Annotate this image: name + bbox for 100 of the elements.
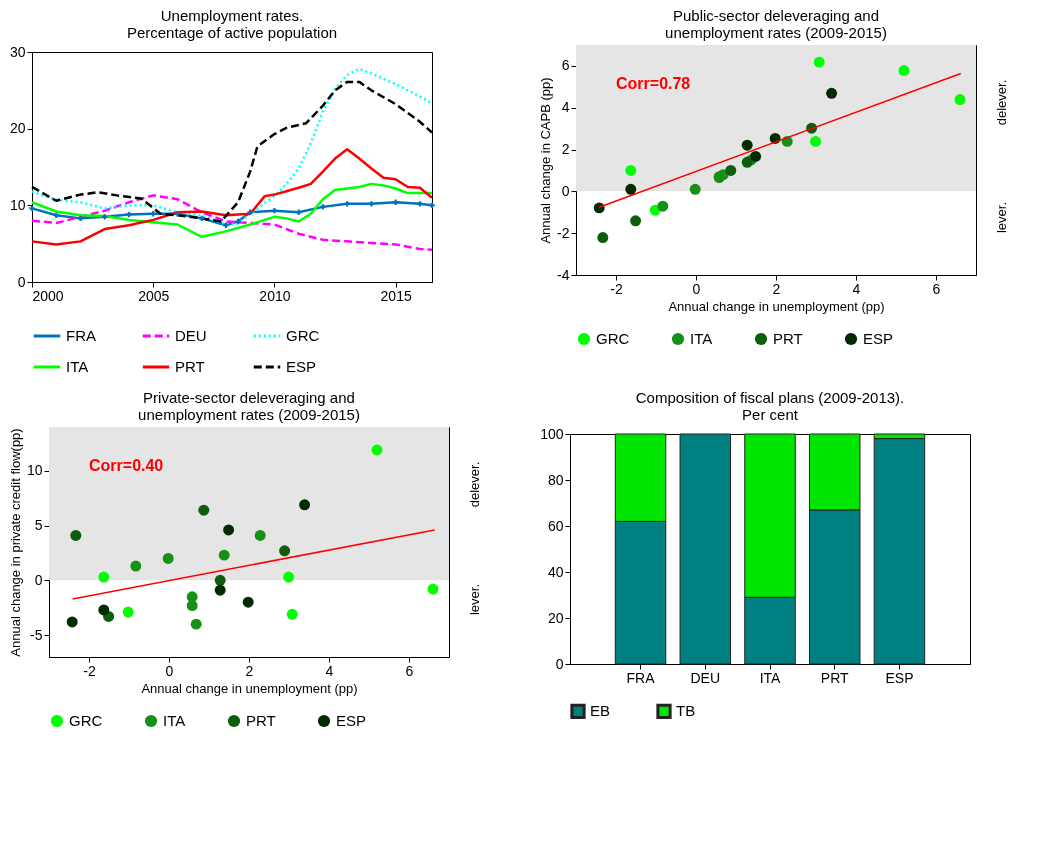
- text: delever.: [467, 461, 482, 508]
- point: [371, 444, 383, 456]
- y-tick-label: 20: [547, 609, 564, 626]
- annotation: Corr=0.40: [89, 457, 164, 475]
- legend-label: PRT: [773, 330, 803, 347]
- chart-subtitle: Percentage of active population: [126, 24, 338, 41]
- legend-label: GRC: [286, 327, 320, 344]
- y-tick-label: 40: [547, 563, 564, 580]
- line-series: [30, 194, 434, 252]
- point: [630, 215, 642, 227]
- point: [657, 200, 669, 212]
- legend-label: ESP: [863, 330, 894, 347]
- point: [130, 560, 142, 572]
- x-tick-label: FRA: [626, 669, 656, 686]
- point: [122, 606, 134, 618]
- point: [162, 552, 174, 564]
- point: [242, 596, 254, 608]
- point: [283, 571, 295, 583]
- chart-title: Composition of fiscal plans (2009-2013).: [635, 389, 905, 406]
- point: [98, 571, 110, 583]
- legend-label: ITA: [690, 330, 713, 347]
- point: [625, 164, 637, 176]
- legend-label: ESP: [336, 712, 367, 729]
- x-tick-label: 4: [852, 280, 861, 297]
- point: [427, 583, 439, 595]
- legend-label: DEU: [175, 327, 207, 344]
- legend-label: GRC: [596, 330, 630, 347]
- line-series: [30, 148, 434, 246]
- legend-label: PRT: [175, 358, 205, 375]
- point: [218, 549, 230, 561]
- x-tick-label: 2010: [259, 287, 291, 304]
- x-tick-label: PRT: [820, 669, 850, 686]
- point: [826, 87, 838, 99]
- point: [190, 618, 202, 630]
- legend-label: FRA: [66, 327, 96, 344]
- x-axis-title: Annual change in unemployment (pp): [141, 680, 358, 696]
- point: [625, 183, 637, 195]
- x-tick-label: 2: [772, 280, 781, 297]
- legend-label: ESP: [286, 358, 317, 375]
- point: [813, 56, 825, 68]
- chart-title: Private-sector deleveraging and: [143, 389, 355, 406]
- x-tick-label: 2015: [380, 287, 412, 304]
- x-tick-label: 2000: [32, 287, 64, 304]
- point: [214, 584, 226, 596]
- x-tick-label: -2: [83, 662, 96, 679]
- x-axis-title: Annual change in unemployment (pp): [668, 298, 885, 314]
- point: [299, 499, 311, 511]
- y-tick-label: -5: [30, 626, 43, 643]
- y-tick-label: 0: [561, 182, 570, 199]
- text: delever.: [994, 79, 1009, 126]
- point: [810, 135, 822, 147]
- y-tick-label: 0: [34, 571, 43, 588]
- line-series: [30, 182, 434, 239]
- y-tick-label: 10: [9, 196, 26, 213]
- legend-label: PRT: [246, 712, 276, 729]
- x-tick-label: 2005: [138, 287, 170, 304]
- point: [70, 529, 82, 541]
- y-tick-label: 10: [26, 462, 43, 479]
- point: [741, 139, 753, 151]
- legend-label: TB: [676, 702, 696, 720]
- point: [214, 574, 226, 586]
- chart-subtitle: Per cent: [742, 406, 799, 423]
- point: [750, 150, 762, 162]
- y-tick-label: 30: [9, 43, 26, 60]
- point: [725, 164, 737, 176]
- y-tick-label: 60: [547, 517, 564, 534]
- point: [741, 156, 753, 168]
- y-tick-label: 4: [561, 99, 570, 116]
- point: [198, 504, 210, 516]
- chart-subtitle: unemployment rates (2009-2015): [138, 406, 360, 423]
- x-tick-label: -2: [610, 280, 623, 297]
- legend-label: ITA: [66, 358, 89, 375]
- point: [223, 524, 235, 536]
- bar: [679, 433, 732, 665]
- x-tick-label: 4: [325, 662, 334, 679]
- point: [254, 529, 266, 541]
- y-axis-title: Annual change in CAPB (pp): [538, 77, 554, 244]
- chart-title: Public-sector deleveraging and: [673, 7, 879, 24]
- chart-title: Unemployment rates.: [160, 7, 304, 24]
- point: [954, 94, 966, 106]
- y-tick-label: 20: [9, 120, 26, 137]
- annotation: Corr=0.78: [616, 75, 691, 93]
- legend-label: EB: [590, 702, 611, 720]
- y-axis-title: Annual change in private credit flow(pp): [7, 428, 23, 657]
- y-tick-label: 100: [540, 425, 564, 442]
- point: [689, 183, 701, 195]
- y-tick-label: -2: [557, 224, 570, 241]
- y-tick-label: 6: [561, 57, 570, 74]
- point: [286, 608, 298, 620]
- x-tick-label: ITA: [759, 669, 782, 686]
- y-tick-label: 5: [34, 517, 43, 534]
- y-tick-label: -4: [557, 266, 570, 283]
- x-tick-label: 2: [245, 662, 254, 679]
- point: [279, 545, 291, 557]
- point: [66, 616, 78, 628]
- text: lever.: [994, 201, 1009, 234]
- x-tick-label: DEU: [690, 669, 721, 686]
- y-tick-label: 80: [547, 471, 564, 488]
- x-tick-label: 6: [932, 280, 941, 297]
- chart-subtitle: unemployment rates (2009-2015): [665, 24, 887, 41]
